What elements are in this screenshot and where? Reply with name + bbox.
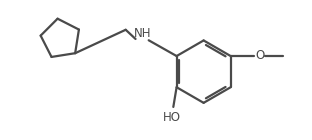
Text: O: O xyxy=(256,49,265,62)
Text: HO: HO xyxy=(163,111,181,124)
Text: NH: NH xyxy=(134,27,152,40)
